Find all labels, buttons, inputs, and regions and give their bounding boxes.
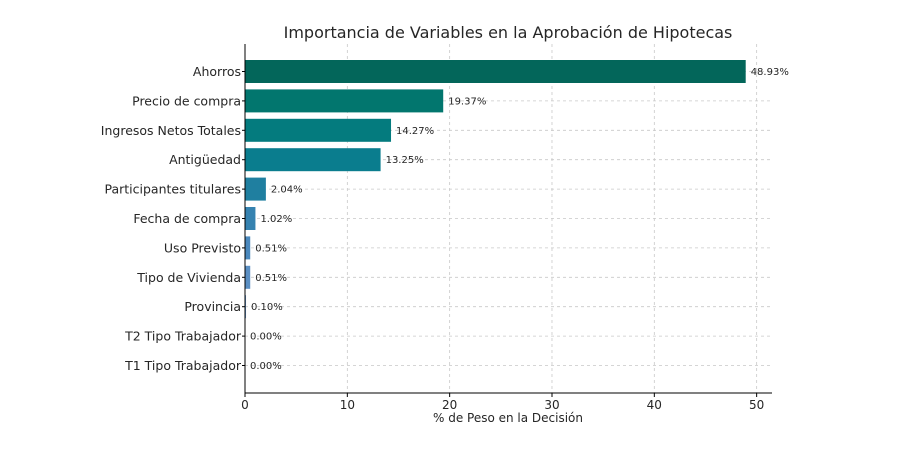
bar <box>245 177 266 201</box>
category-label: Fecha de compra <box>133 211 241 226</box>
bar <box>245 89 444 113</box>
bar <box>245 295 247 319</box>
x-tick-label: 40 <box>647 398 662 412</box>
data-label: 0.00% <box>250 332 282 343</box>
bar <box>245 265 251 289</box>
x-tick-label: 50 <box>749 398 764 412</box>
data-label: 0.00% <box>250 361 282 372</box>
category-label: Participantes titulares <box>105 182 242 197</box>
data-label: 19.37% <box>448 96 486 107</box>
data-label: 0.51% <box>255 243 287 254</box>
category-label: Uso Previsto <box>164 240 241 255</box>
bar <box>245 60 746 83</box>
data-label: 0.51% <box>255 273 287 284</box>
x-axis-title: % de Peso en la Decisión <box>433 411 583 425</box>
data-label: 0.10% <box>251 302 283 313</box>
bar <box>245 207 256 230</box>
data-label: 14.27% <box>396 126 434 137</box>
x-tick-label: 10 <box>340 398 355 412</box>
category-label: T2 Tipo Trabajador <box>124 329 242 344</box>
category-label: Ingresos Netos Totales <box>101 123 241 138</box>
bars <box>245 60 746 319</box>
x-tick-label: 20 <box>442 398 457 412</box>
value-labels: 48.93% 19.37% 14.27% 13.25% 2.04% 1.02% 0.51% 0… <box>250 67 789 372</box>
category-label: Ahorros <box>193 64 241 79</box>
x-tick-label: 30 <box>544 398 559 412</box>
bar <box>245 118 392 142</box>
category-label: Tipo de Vivienda <box>136 270 241 285</box>
chart-title: Importancia de Variables en la Aprobació… <box>284 23 733 42</box>
data-label: 1.02% <box>260 214 292 225</box>
category-label: Antigüedad <box>169 152 241 167</box>
data-label: 13.25% <box>386 155 424 166</box>
axes: 0 10 20 30 40 50 <box>241 44 772 412</box>
category-label: T1 Tipo Trabajador <box>124 358 242 373</box>
category-labels: Ahorros Precio de compra Ingresos Netos To… <box>101 64 242 373</box>
data-label: 2.04% <box>271 185 303 196</box>
category-label: Provincia <box>184 299 241 314</box>
bar <box>245 236 251 260</box>
bar <box>245 148 381 172</box>
x-tick-label: 0 <box>241 398 249 412</box>
data-label: 48.93% <box>751 67 789 78</box>
category-label: Precio de compra <box>132 93 241 108</box>
